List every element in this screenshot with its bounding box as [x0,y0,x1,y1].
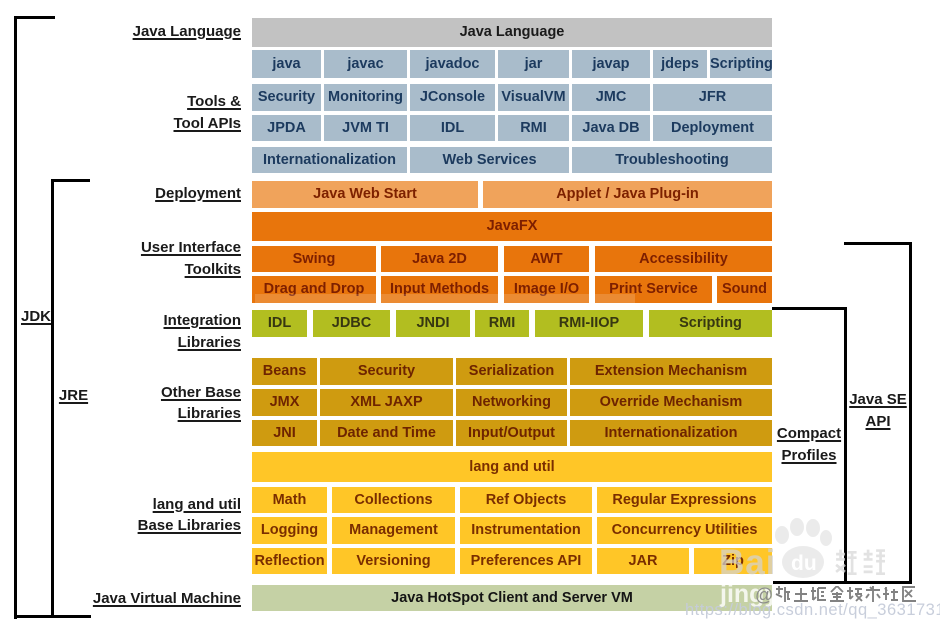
svg-text:du: du [791,552,817,575]
